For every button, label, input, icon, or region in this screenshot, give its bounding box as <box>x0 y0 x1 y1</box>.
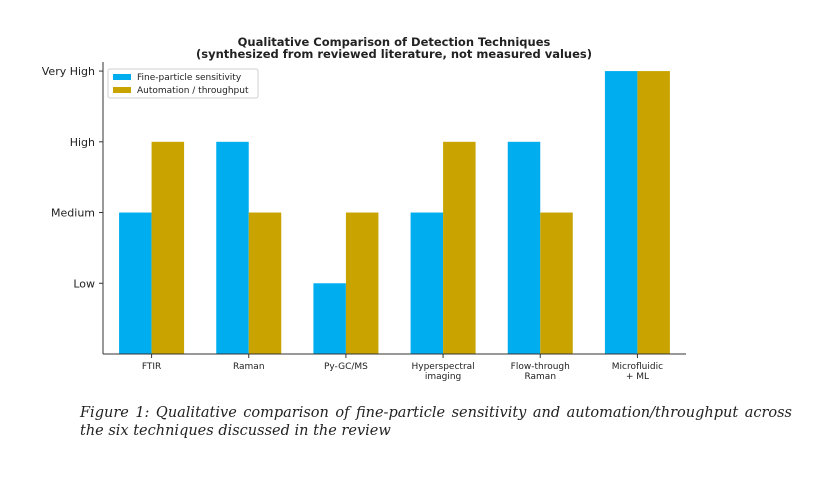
legend-swatch-1 <box>113 87 131 93</box>
bar-sensitivity-5 <box>604 71 638 354</box>
bar-throughput-2 <box>345 212 379 354</box>
figure-caption: Figure 1: Qualitative comparison of fine… <box>80 405 792 439</box>
bar-throughput-4 <box>540 212 573 354</box>
legend: Fine-particle sensitivity Automation / th… <box>107 68 259 99</box>
plot-area: Low Medium High Very High FTIR Raman Py-GC/MS H… <box>42 62 686 382</box>
bar-throughput-1 <box>248 212 282 354</box>
y-tick-label: High <box>70 136 95 149</box>
bar-sensitivity-3 <box>410 212 444 354</box>
y-tick-label: Medium <box>51 207 95 220</box>
x-tick-label: Flow-through <box>511 362 570 372</box>
legend-swatch-0 <box>113 74 131 80</box>
x-tick-label: imaging <box>425 372 461 382</box>
y-tick-label: Low <box>73 277 95 290</box>
x-tick-label: Raman <box>524 372 556 382</box>
x-tick-label: Py-GC/MS <box>324 362 368 372</box>
chart-subtitle: (synthesized from reviewed literature, n… <box>196 47 592 61</box>
x-tick-label: Microfluidic <box>612 362 663 372</box>
x-tick-label: FTIR <box>142 362 161 372</box>
legend-label: Automation / throughput <box>137 86 249 96</box>
bar-throughput-5 <box>637 71 670 354</box>
bar-sensitivity-0 <box>119 212 152 354</box>
legend-label: Fine-particle sensitivity <box>137 73 242 83</box>
bar-sensitivity-2 <box>313 283 346 354</box>
x-tick-label: Raman <box>233 362 265 372</box>
bar-throughput-0 <box>151 141 185 354</box>
chart-title: Qualitative Comparison of Detection Tech… <box>238 35 551 49</box>
x-tick-label: + ML <box>626 372 649 382</box>
bar-throughput-3 <box>443 141 476 354</box>
bar-sensitivity-4 <box>507 141 541 354</box>
bar-sensitivity-1 <box>216 141 249 354</box>
x-tick-label: Hyperspectral <box>411 362 474 372</box>
y-tick-label: Very High <box>42 65 95 78</box>
legend-box <box>107 68 259 99</box>
